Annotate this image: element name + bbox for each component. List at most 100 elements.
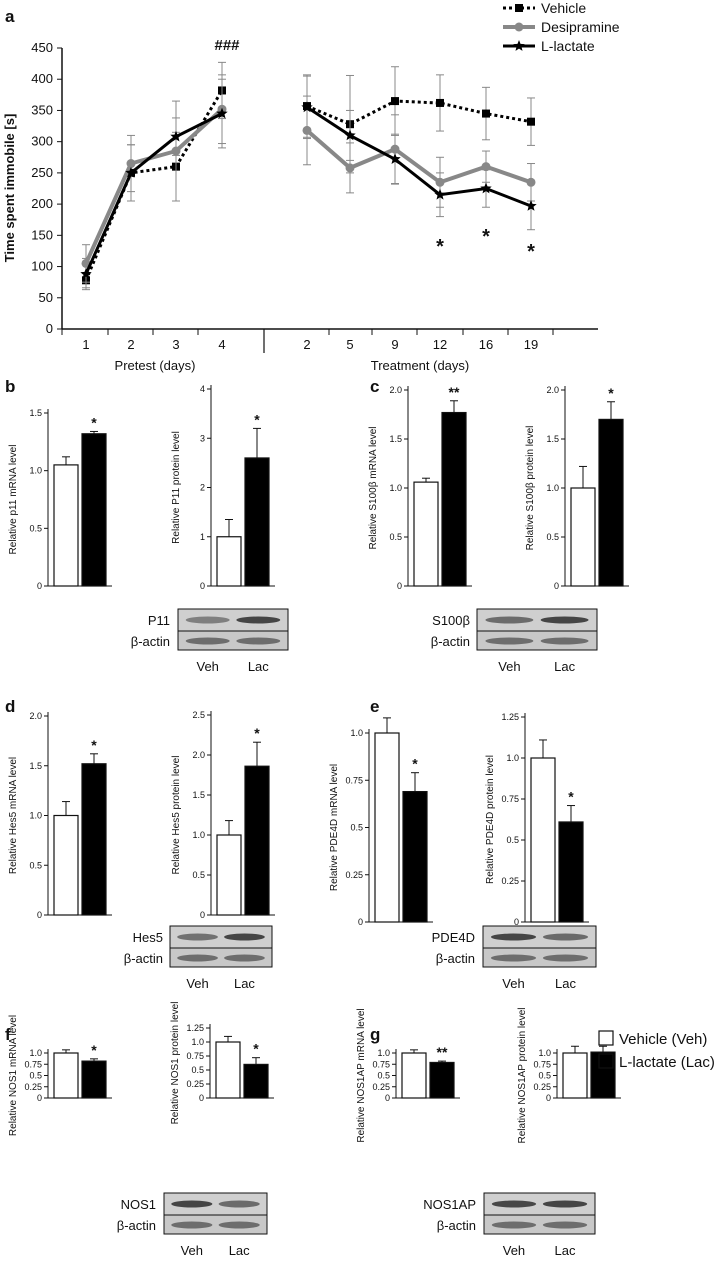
x-group-label-treatment: Treatment (days)	[371, 358, 470, 373]
bar-l-lactate	[244, 457, 270, 587]
y-axis-label-a: Time spent immobile [s]	[2, 114, 17, 263]
y-tick-label-relative-nos1-protein-level: 1.0	[191, 1037, 204, 1047]
y-tick-label-a: 50	[39, 290, 53, 305]
legend-l-lactate-label: L-lactate (Lac)	[619, 1054, 715, 1071]
legend-vehicle-label: Vehicle	[541, 0, 586, 16]
blot-label-s100-: S100β	[432, 613, 470, 628]
l-lactate-point	[480, 182, 492, 194]
lane-label-lac: Lac	[248, 659, 269, 674]
blot-label-hes5: Hes5	[133, 930, 163, 945]
lane-label-veh: Veh	[503, 1243, 525, 1258]
blot-beta-actin-p11	[177, 630, 289, 651]
lane-label-veh: Veh	[181, 1243, 203, 1258]
y-tick-label-a: 100	[31, 259, 53, 274]
y-tick-label-relative-nos1-protein-level: 0.75	[186, 1051, 204, 1061]
bar-l-lactate	[81, 763, 107, 916]
significance-mark: **	[437, 1044, 448, 1060]
bar-l-lactate	[429, 1061, 455, 1099]
x-tick-label-a: 12	[433, 337, 447, 352]
x-tick-label-a: 2	[303, 337, 310, 352]
y-tick-label-relative-nos1ap-protein-level: 0.5	[538, 1071, 551, 1081]
blot-band	[542, 1200, 588, 1208]
bar-l-lactate	[441, 411, 467, 587]
y-tick-label-relative-nos1ap-mrna-level: 1.0	[377, 1048, 390, 1058]
y-tick-label-relative-hes5-mrna-level: 0.5	[29, 860, 42, 870]
y-tick-label-relative-hes5-mrna-level: 0	[37, 910, 42, 920]
y-axis-label-relative-s100-protein-level: Relative S100β protein level	[525, 426, 536, 551]
y-tick-label-relative-p11-protein-level: 1	[200, 532, 205, 542]
bar-vehicle	[215, 1041, 241, 1099]
significance-mark: *	[253, 1041, 259, 1057]
blot-label-beta-actin: β-actin	[431, 634, 470, 649]
lane-label-lac: Lac	[229, 1243, 250, 1258]
y-tick-label-relative-nos1-mrna-level: 1.0	[29, 1048, 42, 1058]
y-tick-label-relative-nos1ap-protein-level: 0	[546, 1093, 551, 1103]
l-lactate-point	[125, 166, 137, 178]
y-tick-label-a: 200	[31, 196, 53, 211]
y-tick-label-relative-s100-protein-level: 1.0	[546, 483, 559, 493]
y-tick-label-relative-nos1-mrna-level: 0.25	[24, 1082, 42, 1092]
blot-band	[236, 616, 281, 624]
significance-mark: *	[91, 737, 97, 753]
blot-beta-actin-pde4d	[482, 947, 597, 968]
l-lactate-point	[344, 129, 356, 141]
blot-band	[490, 954, 537, 962]
y-axis-label-relative-nos1-protein-level: Relative NOS1 protein level	[170, 1002, 181, 1125]
lane-label-veh: Veh	[196, 659, 218, 674]
blot-band	[542, 954, 589, 962]
blot-band	[491, 1221, 537, 1229]
l-lactate-series-line	[84, 112, 223, 275]
y-axis-label-relative-nos1ap-protein-level: Relative NOS1AP protein level	[517, 1008, 528, 1144]
blot-band	[218, 1221, 260, 1229]
y-tick-label-relative-nos1ap-protein-level: 0.75	[533, 1059, 551, 1069]
bar-vehicle	[562, 1052, 588, 1099]
blot-band	[542, 1221, 588, 1229]
significance-mark: *	[412, 756, 418, 772]
blot-band	[224, 933, 265, 941]
y-tick-label-relative-s100-mrna-level: 1.0	[389, 483, 402, 493]
y-tick-label-relative-hes5-protein-level: 1.5	[192, 790, 205, 800]
desipramine-point	[345, 163, 355, 173]
y-tick-label-relative-nos1-mrna-level: 0.5	[29, 1071, 42, 1081]
l-lactate-point	[216, 107, 228, 119]
y-tick-label-relative-pde4d-mrna-level: 1.0	[350, 728, 363, 738]
y-tick-label-relative-s100-mrna-level: 0.5	[389, 532, 402, 542]
significance-mark: *	[608, 385, 614, 401]
y-tick-label-relative-p11-mrna-level: 0	[37, 581, 42, 591]
l-lactate-point	[170, 130, 182, 142]
bar-vehicle	[374, 732, 400, 923]
y-tick-label-relative-nos1ap-protein-level: 1.0	[538, 1048, 551, 1058]
vehicle-point	[527, 117, 535, 126]
y-axis-label-relative-nos1-mrna-level: Relative NOS1 mRNA level	[8, 1015, 19, 1136]
blot-label-beta-actin: β-actin	[117, 1218, 156, 1233]
x-tick-label-a: 4	[218, 337, 225, 352]
desipramine-series-line	[305, 128, 532, 185]
blot-label-beta-actin: β-actin	[437, 1218, 476, 1233]
y-axis-label-relative-pde4d-protein-level: Relative PDE4D protein level	[485, 755, 496, 884]
lane-label-lac: Lac	[234, 976, 255, 991]
bar-vehicle	[53, 814, 79, 916]
y-tick-label-a: 150	[31, 227, 53, 242]
y-tick-label-relative-pde4d-mrna-level: 0	[358, 917, 363, 927]
y-tick-label-relative-s100-protein-level: 1.5	[546, 434, 559, 444]
bar-l-lactate	[598, 418, 624, 587]
vehicle-series-line	[306, 99, 532, 126]
y-tick-label-relative-s100-protein-level: 2.0	[546, 385, 559, 395]
y-tick-label-relative-pde4d-protein-level: 1.0	[506, 753, 519, 763]
y-tick-label-a: 350	[31, 102, 53, 117]
y-tick-label-relative-pde4d-mrna-level: 0.5	[350, 823, 363, 833]
blot-label-beta-actin: β-actin	[131, 634, 170, 649]
l-lactate-point	[434, 188, 446, 200]
desipramine-series-line	[84, 107, 224, 265]
significance-mark: *	[91, 1042, 97, 1058]
y-tick-label-relative-nos1-mrna-level: 0	[37, 1093, 42, 1103]
y-tick-label-relative-pde4d-mrna-level: 0.25	[345, 870, 363, 880]
y-tick-label-relative-hes5-protein-level: 2.5	[192, 710, 205, 720]
bar-vehicle	[401, 1052, 427, 1099]
y-tick-label-relative-p11-mrna-level: 0.5	[29, 523, 42, 533]
y-axis-label-relative-s100-mrna-level: Relative S100β mRNA level	[368, 426, 379, 549]
legend-vehicle-label: Vehicle (Veh)	[619, 1031, 707, 1048]
y-tick-label-relative-pde4d-protein-level: 0.75	[501, 794, 519, 804]
y-tick-label-relative-p11-mrna-level: 1.0	[29, 466, 42, 476]
x-group-label-pretest: Pretest (days)	[115, 358, 196, 373]
